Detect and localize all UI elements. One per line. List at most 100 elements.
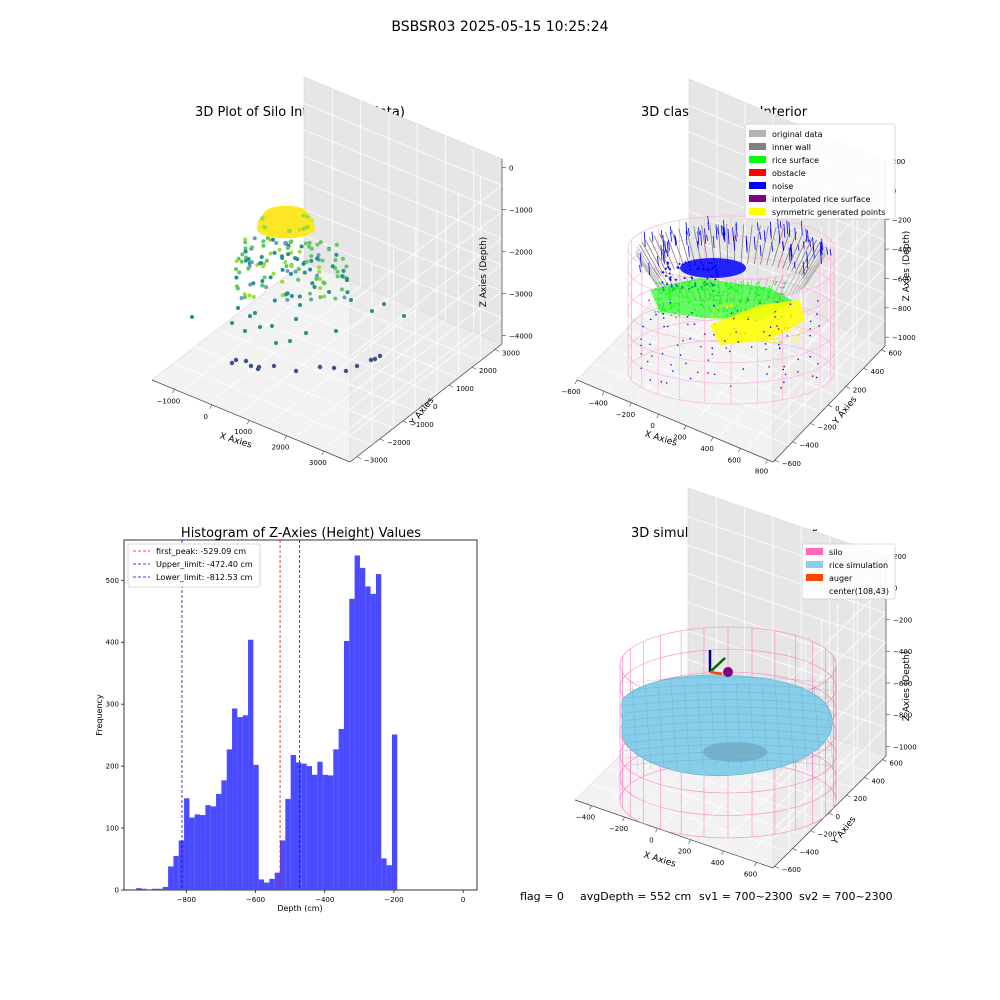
raw-point (276, 228, 281, 233)
cls-rice-surface-point (763, 302, 766, 305)
raw-point (343, 368, 349, 374)
cls-scatter-point (783, 381, 785, 384)
raw-y-tick: 1000 (456, 385, 474, 393)
hist-ticks: −800 −600 −400 −200 0 0 100 200 300 400 500 (106, 577, 466, 904)
raw-point (280, 279, 285, 284)
cls-symmetric-point (738, 315, 741, 318)
cls-symmetric-point (732, 337, 735, 340)
raw-point (297, 294, 302, 299)
cls-symmetric-point (746, 329, 749, 332)
raw-point (339, 287, 344, 292)
raw-point (248, 363, 254, 369)
cls-scatter-point (818, 325, 820, 327)
cls-rice-surface-point (669, 289, 671, 291)
raw-point (289, 294, 294, 299)
cls-symmetric-point (761, 306, 764, 309)
panel-sim-zlabel: Z Axies (Depth) (902, 651, 912, 722)
cls-symmetric-point (778, 340, 781, 343)
hist-bar (210, 806, 217, 890)
cls-rice-surface-point (672, 288, 675, 291)
cls-rice-surface-point (740, 299, 743, 302)
cls-noise-point (705, 269, 708, 272)
cls-symmetric-point (780, 330, 783, 333)
cls-scatter-point (642, 325, 644, 328)
raw-point (262, 275, 267, 280)
raw-y-tick: −2000 (387, 439, 411, 447)
raw-point (296, 277, 301, 282)
raw-point (274, 341, 278, 345)
cls-symmetric-point (726, 319, 729, 322)
sim-rice-mesh (670, 682, 678, 771)
hist-bar (226, 749, 233, 890)
cls-noise-point (668, 239, 670, 251)
raw-point (289, 250, 294, 255)
raw-point (235, 286, 240, 291)
raw-y-tick: −3000 (364, 457, 388, 465)
cls-rice-surface-point (782, 293, 785, 295)
cls-symmetric-point (797, 302, 800, 305)
raw-point (248, 314, 252, 318)
hist-bar (391, 734, 398, 890)
cls-rice-surface-point (740, 309, 743, 312)
cls-legend-label: original data (772, 130, 823, 139)
cls-wall-point (800, 241, 821, 277)
raw-point (271, 237, 276, 242)
cls-x-tick-mark (601, 391, 605, 396)
cls-wall-point (635, 251, 657, 284)
sim-rice-mesh (624, 699, 831, 706)
sim-x-tick: 600 (744, 870, 757, 878)
panel-classify-zlabel: Z Axies (Depth) (902, 231, 912, 302)
cls-wall-point (641, 241, 662, 277)
cls-legend-swatch (749, 156, 766, 163)
cls-symmetric-point (792, 303, 795, 306)
cls-rice-surface-point (722, 290, 725, 293)
cls-noise-point (668, 272, 671, 275)
raw-point (280, 267, 285, 272)
hist-x-tick: 0 (461, 896, 465, 904)
raw-grid-y (195, 345, 394, 429)
status-footer: flag = 0 avgDepth = 552 cm sv1 = 700~230… (520, 890, 893, 903)
hist-bar (168, 866, 174, 890)
cls-rice-surface-point (772, 281, 775, 283)
cls-noise-point (790, 244, 792, 261)
cls-scatter-point (817, 362, 819, 365)
cls-rice-surface-point (687, 284, 689, 287)
raw-point (287, 228, 292, 233)
panel-raw-points (190, 205, 406, 374)
raw-point (251, 281, 256, 286)
raw-point (377, 353, 383, 359)
cls-scatter-point (797, 358, 800, 361)
cls-noise-point (782, 241, 785, 251)
cls-symmetric-point (735, 339, 738, 342)
cls-noise-point (793, 261, 796, 269)
raw-x-tick: 0 (204, 413, 208, 421)
cls-legend-box (744, 123, 896, 220)
cls-noise-point (708, 261, 711, 264)
raw-point (327, 289, 332, 294)
cls-symmetric-point (738, 322, 741, 325)
raw-point (320, 258, 325, 263)
sim-z-tick: −200 (893, 616, 912, 624)
raw-point (326, 247, 331, 252)
cls-symmetric-point (769, 317, 772, 320)
raw-point-ring (257, 216, 315, 237)
cls-silo-ring (627, 215, 835, 281)
cls-x-tick: 800 (755, 468, 768, 476)
footer-flag: flag = 0 (520, 890, 564, 903)
cls-noise-point (707, 222, 710, 231)
hist-bar (317, 761, 323, 890)
cls-noise-point (715, 268, 718, 271)
raw-point (334, 242, 339, 247)
cls-rice-surface-point (684, 281, 686, 284)
hist-bar (365, 586, 371, 890)
cls-symmetric-point (742, 325, 745, 328)
cls-z-tick: −600 (892, 275, 911, 283)
cls-scatter-point (750, 346, 753, 348)
cls-rice-surface-point (659, 291, 662, 294)
raw-point (260, 279, 265, 284)
raw-point (370, 309, 374, 313)
cls-rice-surface-point (775, 281, 778, 283)
cls-noise-point (820, 250, 822, 264)
hist-x-tick: −200 (384, 896, 403, 904)
raw-point (304, 259, 309, 264)
